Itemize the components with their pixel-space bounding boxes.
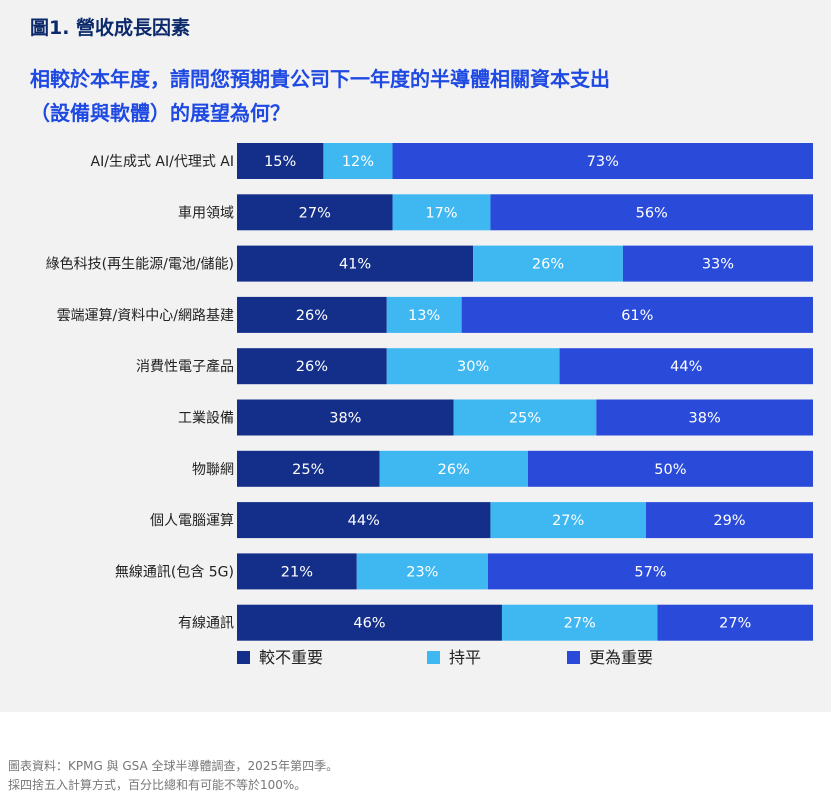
category-label: 雲端運算/資料中心/網路基建 (57, 307, 234, 324)
category-label: 物聯網 (192, 462, 234, 478)
bar-segment (392, 194, 491, 231)
data-label: 38% (689, 411, 721, 427)
legend-label: 更為重要 (589, 648, 653, 667)
bar-segment (559, 348, 813, 385)
category-label: AI/生成式 AI/代理式 AI (91, 154, 234, 170)
data-label: 25% (509, 411, 541, 427)
data-label: 44% (348, 513, 380, 529)
bar-segment (237, 502, 491, 539)
source-note: 圖表資料：KPMG 與 GSA 全球半導體調查，2025年第四季。 採四捨五入計… (8, 759, 339, 792)
data-label: 44% (670, 359, 702, 375)
bar-segment (237, 553, 357, 590)
data-label: 57% (634, 564, 666, 580)
legend-swatch (237, 651, 250, 664)
bar-segment (386, 348, 560, 385)
bar-segment (490, 194, 813, 231)
bar-segment (461, 296, 813, 333)
bar-segment (237, 245, 474, 282)
data-label: 27% (719, 616, 751, 632)
data-label: 46% (353, 616, 385, 632)
data-label: 13% (408, 308, 440, 324)
data-label: 27% (552, 513, 584, 529)
legend-label: 持平 (449, 648, 481, 667)
bar-segment (453, 399, 597, 436)
figure-title: 圖1. 營收成長因素 (30, 17, 191, 39)
legend-swatch (427, 651, 440, 664)
bar-segment (490, 502, 646, 539)
data-label: 26% (438, 462, 470, 478)
data-label: 15% (264, 154, 296, 170)
category-label: 工業設備 (178, 411, 234, 427)
bar-segment (657, 604, 813, 641)
data-label: 33% (702, 257, 734, 273)
bar-segment (473, 245, 623, 282)
category-label: 消費性電子產品 (136, 358, 234, 375)
data-label: 21% (281, 564, 313, 580)
data-label: 26% (296, 308, 328, 324)
data-label: 50% (654, 462, 686, 478)
bar-segment (237, 143, 324, 179)
bar-segment (527, 450, 813, 487)
bar-segment (237, 604, 502, 641)
bar-segment (386, 296, 462, 333)
data-label: 27% (564, 616, 596, 632)
stacked-bar-chart: AI/生成式 AI/代理式 AI 15% 12% 73% 車用領域 27% 17% 56% 綠色… (46, 143, 813, 667)
data-label: 56% (636, 205, 668, 221)
bar-segment (356, 553, 488, 590)
bar-segment (487, 553, 813, 590)
bar-segment (237, 348, 387, 385)
data-label: 29% (713, 513, 745, 529)
category-label: 個人電腦運算 (150, 513, 234, 529)
bar-segment (392, 143, 813, 179)
bar-segment (323, 143, 393, 179)
bar-segment (596, 399, 813, 436)
bar-segment (237, 399, 454, 436)
bar-segment (622, 245, 813, 282)
data-label: 25% (292, 462, 324, 478)
data-label: 12% (342, 154, 374, 170)
data-label: 61% (621, 308, 653, 324)
data-label: 23% (406, 564, 438, 580)
category-label: 無線通訊(包含 5G) (115, 564, 234, 580)
data-label: 17% (425, 205, 457, 221)
category-label: 車用領域 (178, 204, 234, 221)
bar-segment (501, 604, 658, 641)
data-label: 38% (329, 411, 361, 427)
bar-segment (237, 450, 380, 487)
bar-segment (237, 194, 393, 231)
data-label: 30% (457, 359, 489, 375)
chart-subtitle: 相較於本年度，請問您預期貴公司下一年度的半導體相關資本支出 （設備與軟體）的展望… (30, 67, 610, 125)
data-label: 26% (532, 257, 564, 273)
data-label: 73% (587, 154, 619, 170)
data-label: 26% (296, 359, 328, 375)
bar-segment (379, 450, 528, 487)
bar-segment (237, 296, 387, 333)
legend-swatch (567, 651, 580, 664)
bar-segment (645, 502, 813, 539)
category-label: 有線通訊 (178, 616, 234, 632)
data-label: 41% (339, 257, 371, 273)
data-label: 27% (299, 205, 331, 221)
legend-label: 較不重要 (259, 648, 323, 667)
category-label: 綠色科技(再生能源/電池/儲能) (46, 256, 234, 273)
